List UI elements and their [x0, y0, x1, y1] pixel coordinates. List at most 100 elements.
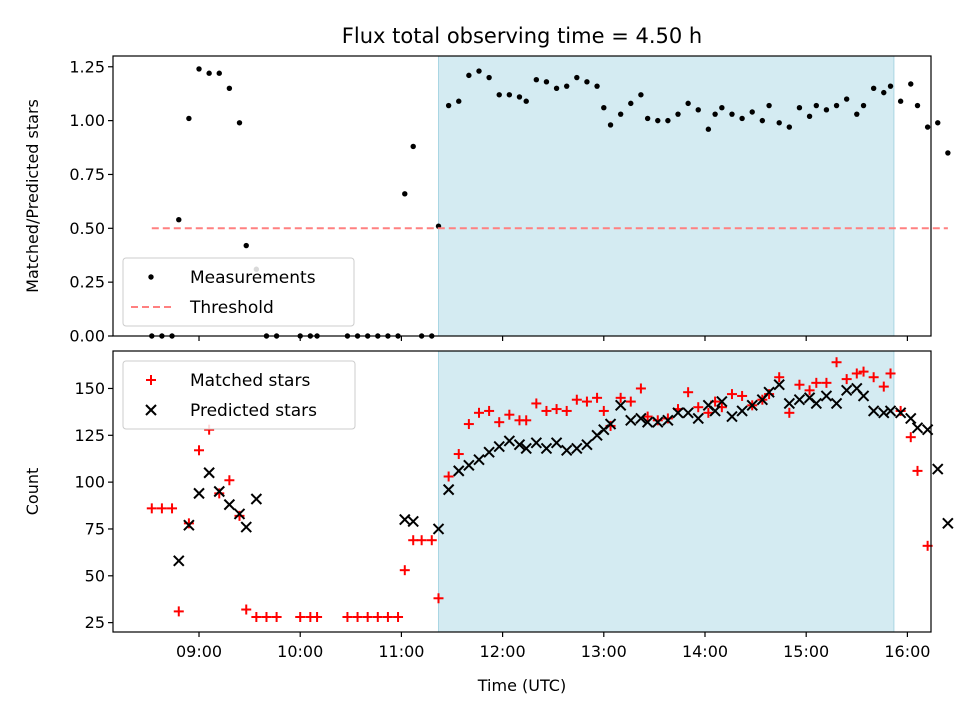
- data-point: [560, 444, 573, 456]
- data-point: [868, 372, 879, 383]
- x-tick-label: 15:00: [783, 642, 829, 661]
- data-point: [581, 438, 593, 451]
- x-tick-label: 11:00: [378, 642, 424, 661]
- x-tick-label: 09:00: [176, 642, 222, 661]
- data-point: [840, 384, 853, 397]
- top-panel: 0.00 0.25 0.50 0.75 1.00 1.25 Matched/Predicte…: [23, 55, 951, 346]
- data-point: [662, 414, 674, 427]
- data-point: [456, 98, 462, 104]
- legend-entry: Predicted stars: [190, 401, 317, 421]
- data-point: [810, 397, 823, 410]
- plot-frame: [112, 55, 932, 337]
- data-point: [709, 405, 721, 417]
- x-tick-label: 13:00: [581, 642, 627, 661]
- data-point: [486, 74, 492, 81]
- data-point: [739, 115, 745, 122]
- data-point: [553, 85, 560, 92]
- data-point: [213, 485, 225, 498]
- data-point: [726, 389, 737, 400]
- data-point: [543, 79, 550, 85]
- data-point: [410, 143, 416, 150]
- data-point: [794, 379, 805, 390]
- y-tick-label: 50: [85, 566, 105, 585]
- data-point: [541, 405, 552, 416]
- data-point: [571, 442, 583, 455]
- data-point: [672, 407, 684, 419]
- data-point: [167, 503, 178, 514]
- data-point: [604, 418, 617, 430]
- data-point: [466, 72, 472, 79]
- data-point: [625, 414, 637, 427]
- data-point: [551, 404, 562, 415]
- data-point: [726, 410, 738, 423]
- data-point: [223, 498, 236, 511]
- data-point: [895, 405, 906, 416]
- data-point: [644, 115, 651, 122]
- data-point: [194, 445, 205, 456]
- data-point: [571, 394, 582, 405]
- data-point: [584, 79, 590, 85]
- x-tick-label: 12:00: [480, 642, 526, 661]
- data-point: [635, 412, 647, 425]
- data-point: [407, 515, 419, 528]
- data-point: [193, 487, 205, 500]
- data-point: [773, 379, 785, 391]
- data-point: [523, 98, 529, 104]
- data-point: [173, 555, 185, 567]
- data-point: [823, 107, 830, 113]
- data-point: [445, 102, 452, 109]
- data-point: [894, 407, 907, 419]
- y-tick-label: 100: [74, 473, 105, 492]
- legend-entry: Measurements: [190, 268, 316, 288]
- data-point: [857, 390, 870, 402]
- x-tick-label: 16:00: [884, 642, 930, 661]
- data-point: [243, 242, 249, 249]
- data-point: [516, 94, 523, 100]
- data-point: [764, 389, 775, 400]
- data-point: [682, 407, 694, 419]
- data-point: [642, 411, 653, 422]
- data-point: [811, 377, 822, 388]
- data-point: [652, 415, 663, 426]
- legend-box: [122, 257, 355, 327]
- data-point: [433, 593, 444, 604]
- y-tick-label: 125: [74, 426, 105, 445]
- data-point: [692, 412, 704, 425]
- data-point: [685, 100, 691, 107]
- x-tick-label: 14:00: [682, 642, 728, 661]
- data-point: [703, 407, 714, 418]
- y-tick-label: 0.50: [69, 219, 105, 238]
- data-point: [831, 357, 842, 368]
- data-point: [887, 83, 894, 89]
- y-tick-label: 1.25: [69, 57, 105, 76]
- data-point: [206, 70, 212, 76]
- data-point: [234, 510, 245, 521]
- data-point: [662, 413, 673, 424]
- data-point: [881, 89, 887, 96]
- data-point: [183, 518, 194, 529]
- y-tick-label: 150: [74, 379, 105, 398]
- data-point: [911, 422, 924, 434]
- data-point: [443, 471, 454, 482]
- data-point: [463, 459, 475, 471]
- data-point: [442, 483, 455, 496]
- data-point: [870, 85, 877, 92]
- legend-swatch: [145, 404, 157, 416]
- data-point: [737, 390, 748, 401]
- data-point: [453, 465, 465, 477]
- data-point: [251, 612, 262, 623]
- data-point: [655, 117, 661, 124]
- data-point: [504, 409, 515, 420]
- data-point: [399, 513, 411, 526]
- data-point: [453, 449, 464, 460]
- data-point: [352, 612, 363, 623]
- data-point: [614, 399, 627, 412]
- data-point: [843, 96, 850, 102]
- data-point: [186, 115, 192, 122]
- data-point: [236, 120, 243, 126]
- data-point: [693, 402, 704, 413]
- data-point: [615, 392, 626, 403]
- data-point: [641, 416, 654, 428]
- data-point: [858, 366, 869, 377]
- data-point: [540, 442, 553, 455]
